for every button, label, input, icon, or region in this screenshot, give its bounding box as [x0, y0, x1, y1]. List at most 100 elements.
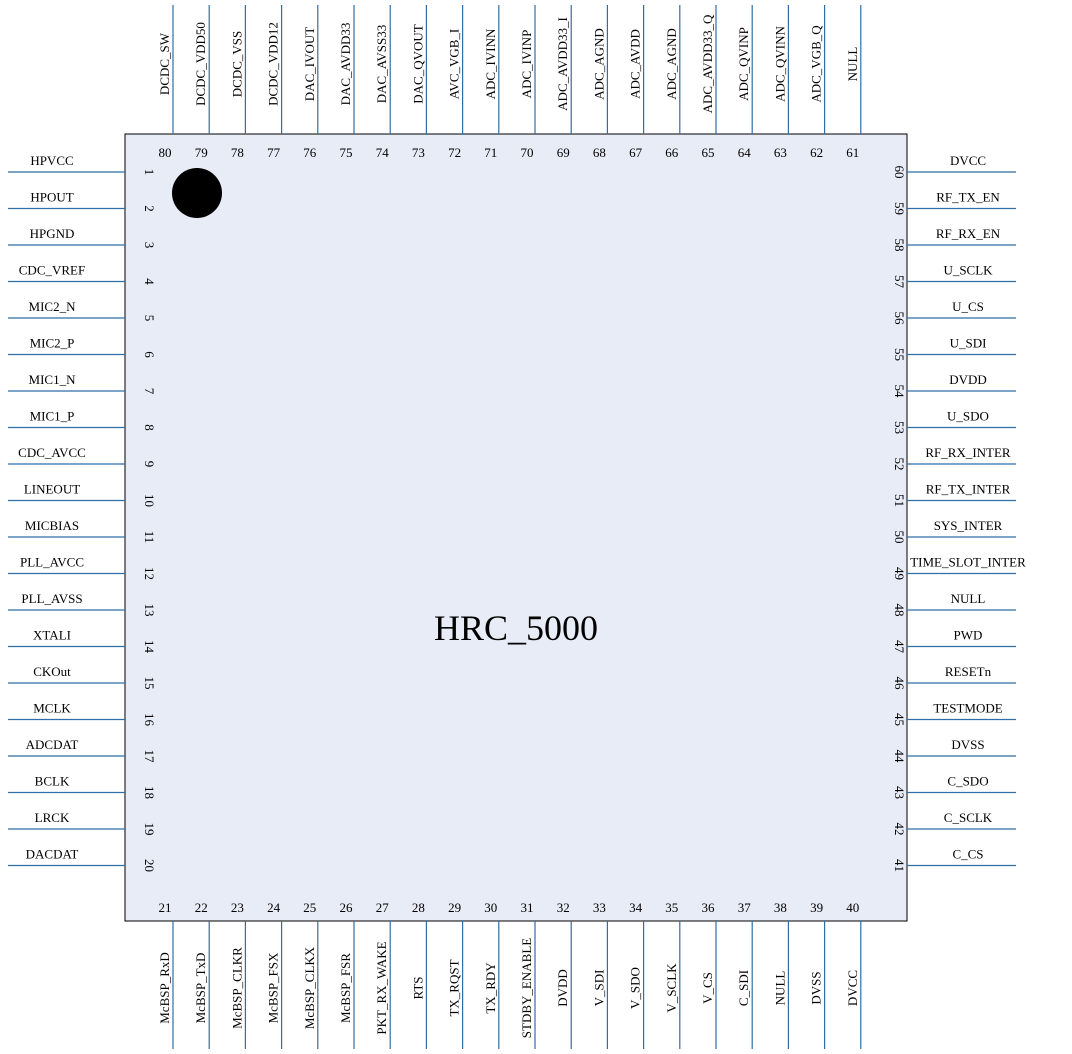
- pin-number: 33: [593, 900, 606, 915]
- pin-20: DACDAT 20: [8, 847, 157, 872]
- pin-name-label: DCDC_VSS: [229, 31, 244, 97]
- pin-name-label: ADC_AGND: [664, 28, 679, 100]
- pin-77: DCDC_VDD12 77: [266, 5, 283, 160]
- pin-number: 48: [892, 604, 907, 617]
- pin-name-label: CDC_AVCC: [18, 445, 86, 460]
- pin-79: DCDC_VDD50 79: [193, 5, 210, 160]
- pin-number: 71: [484, 145, 497, 160]
- pin-31: STDBY_ENABLE 31: [519, 900, 536, 1049]
- pin1-orientation-dot: [172, 168, 222, 218]
- pin-name-label: U_SDI: [950, 336, 987, 351]
- pin-4: CDC_VREF 4: [8, 263, 157, 285]
- pin-name-label: DCDC_VDD12: [266, 22, 281, 106]
- pin-61: NULL 61: [845, 5, 862, 160]
- chip-body: [124, 133, 908, 922]
- pin-name-label: McBSP_CLKX: [302, 946, 317, 1029]
- pin-name-label: ADC_AVDD: [628, 29, 643, 99]
- pin-name-label: ADCDAT: [26, 737, 79, 752]
- pin-name-label: MCLK: [33, 701, 71, 716]
- pin-name-label: DCDC_VDD50: [193, 22, 208, 106]
- pin-name-label: DACDAT: [26, 847, 79, 862]
- pin-64: ADC_QVINP 64: [736, 5, 753, 160]
- pin-number: 76: [303, 145, 317, 160]
- pin-number: 59: [892, 202, 907, 215]
- pin-15: CKOut 15: [8, 664, 157, 690]
- pin-75: DAC_AVDD33 75: [338, 5, 355, 160]
- pin-62: ADC_VGB_Q 62: [809, 5, 826, 160]
- pin-name-label: SYS_INTER: [934, 518, 1003, 533]
- pin-number: 19: [142, 823, 157, 836]
- pin-55: U_SDI 55: [892, 336, 1016, 361]
- pin-number: 64: [738, 145, 752, 160]
- pin-42: C_SCLK 42: [892, 810, 1016, 836]
- pin-name-label: BCLK: [35, 774, 70, 789]
- pin-14: XTALI 14: [8, 628, 157, 654]
- pin-72: AVC_VGB_I 72: [447, 5, 464, 160]
- pin-name-label: MIC1_N: [29, 372, 77, 387]
- pin-name-label: V_SDO: [628, 967, 643, 1009]
- pin-26: McBSP_FSR 26: [338, 900, 355, 1049]
- pin-name-label: ADC_QVINN: [772, 25, 787, 101]
- pin-name-label: PKT_RX_WAKE: [374, 941, 389, 1034]
- pin-number: 34: [629, 900, 643, 915]
- pin-name-label: RF_TX_INTER: [926, 482, 1011, 497]
- pin-name-label: RESETn: [945, 664, 992, 679]
- pin-34: V_SDO 34: [628, 900, 645, 1049]
- pin-number: 74: [376, 145, 390, 160]
- pin-40: DVCC 40: [845, 900, 862, 1049]
- pin-number: 72: [448, 145, 461, 160]
- pin-2: HPOUT 2: [8, 190, 157, 212]
- pin-name-label: XTALI: [33, 628, 71, 643]
- pin-name-label: ADC_IVINN: [483, 28, 498, 99]
- pin-number: 50: [892, 531, 907, 544]
- pin-name-label: ADC_AVDD33_Q: [700, 14, 715, 113]
- pin-number: 69: [557, 145, 570, 160]
- pin-name-label: HPVCC: [30, 153, 73, 168]
- pin-number: 80: [159, 145, 172, 160]
- pin-37: C_SDI 37: [736, 900, 753, 1049]
- pin-number: 42: [892, 823, 907, 836]
- pin-name-label: CDC_VREF: [19, 263, 85, 278]
- pin-80: DCDC_SW 80: [157, 5, 174, 160]
- pin-35: V_SCLK 35: [664, 900, 681, 1049]
- pin-number: 24: [267, 900, 281, 915]
- pin-number: 5: [142, 315, 157, 322]
- pin-7: MIC1_N 7: [8, 372, 157, 395]
- pin-name-label: C_SCLK: [944, 810, 993, 825]
- pin-74: DAC_AVSS33 74: [374, 5, 391, 160]
- pin-name-label: RTS: [410, 976, 425, 999]
- pin-number: 9: [142, 461, 157, 468]
- pin-name-label: V_SCLK: [664, 963, 679, 1013]
- pin-name-label: DAC_IVOUT: [302, 27, 317, 101]
- pin-number: 11: [142, 531, 157, 544]
- pin-9: CDC_AVCC 9: [8, 445, 157, 467]
- pin-name-label: HPGND: [30, 226, 75, 241]
- pin-name-label: ADC_QVINP: [736, 27, 751, 101]
- pin-name-label: NULL: [951, 591, 986, 606]
- pin-25: McBSP_CLKX 25: [302, 900, 319, 1049]
- pin-number: 27: [376, 900, 390, 915]
- pin-number: 22: [195, 900, 208, 915]
- pin-number: 57: [892, 275, 907, 289]
- pin-number: 10: [142, 494, 157, 507]
- pin-name-label: V_SDI: [591, 970, 606, 1007]
- pin-number: 37: [738, 900, 752, 915]
- pin-1: HPVCC 1: [8, 153, 157, 175]
- pin-name-label: TX_RDY: [483, 962, 498, 1014]
- pin-name-label: DVCC: [950, 153, 986, 168]
- pin-68: ADC_AGND 68: [591, 5, 609, 160]
- pin-number: 75: [340, 145, 353, 160]
- pin-number: 23: [231, 900, 244, 915]
- pin-name-label: NULL: [845, 47, 860, 82]
- pin-name-label: DAC_AVDD33: [338, 23, 353, 106]
- pin-number: 65: [702, 145, 715, 160]
- pin-number: 4: [142, 278, 157, 285]
- pin-number: 18: [142, 786, 157, 799]
- pin-3: HPGND 3: [8, 226, 157, 248]
- pin-number: 14: [142, 640, 157, 654]
- pin-33: V_SDI 33: [591, 900, 609, 1049]
- pin-number: 54: [892, 385, 907, 399]
- pin-71: ADC_IVINN 71: [483, 5, 500, 160]
- pin-number: 6: [142, 351, 157, 358]
- pin-number: 1: [142, 169, 157, 176]
